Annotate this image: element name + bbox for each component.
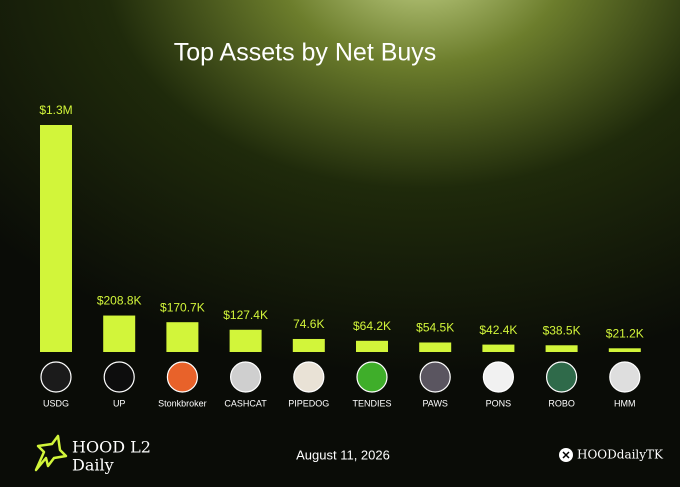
bar [419, 342, 452, 352]
asset-icon [40, 361, 72, 393]
category-label: CASHCAT [224, 398, 267, 408]
value-label: $38.5K [543, 323, 581, 337]
value-label: $42.4K [479, 323, 517, 337]
asset-icon [545, 361, 578, 393]
asset-icon [356, 361, 388, 393]
bar [166, 322, 199, 352]
brand-sub: Daily [72, 456, 114, 475]
value-label: $54.5K [416, 321, 454, 335]
logo [34, 434, 68, 472]
bar [482, 344, 515, 352]
bar [608, 348, 641, 352]
bar [40, 125, 72, 352]
category-label: Stonkbroker [158, 398, 207, 408]
date: August 11, 2026 [296, 447, 390, 462]
category-label: USDG [43, 398, 69, 408]
bar [356, 340, 388, 352]
category-label: PAWS [422, 398, 448, 408]
asset-icon [230, 361, 262, 393]
bar [103, 315, 136, 352]
value-label: $127.4K [223, 308, 268, 322]
chart-title: Top Assets by Net Buys [174, 39, 437, 67]
category-label: TENDIES [352, 398, 391, 408]
bar [545, 345, 578, 352]
category-label: PIPEDOG [288, 398, 329, 408]
asset-icon [166, 361, 198, 393]
bar [229, 329, 262, 352]
value-label: 74.6K [293, 317, 324, 331]
asset-icon [609, 361, 641, 393]
category-label: UP [113, 398, 126, 408]
category-label: ROBO [548, 398, 575, 408]
asset-icon [419, 361, 451, 393]
value-label: $208.8K [97, 294, 142, 308]
value-label: $170.7K [160, 300, 205, 314]
brand: HOOD L2 [72, 438, 151, 457]
x-glyph [562, 451, 570, 459]
value-label: $1.3M [39, 103, 72, 117]
asset-icon [482, 361, 514, 393]
footer: HOOD L2 Daily August 11, 2026 HOODdailyT… [34, 434, 664, 475]
category-label: HMM [614, 398, 636, 408]
asset-icon [293, 361, 325, 393]
handle: HOODdailyTK [577, 448, 664, 462]
value-label: $64.2K [353, 319, 391, 333]
bar [292, 338, 325, 352]
category-label: PONS [486, 398, 512, 408]
value-label: $21.2K [606, 326, 644, 340]
asset-icon [103, 361, 135, 393]
